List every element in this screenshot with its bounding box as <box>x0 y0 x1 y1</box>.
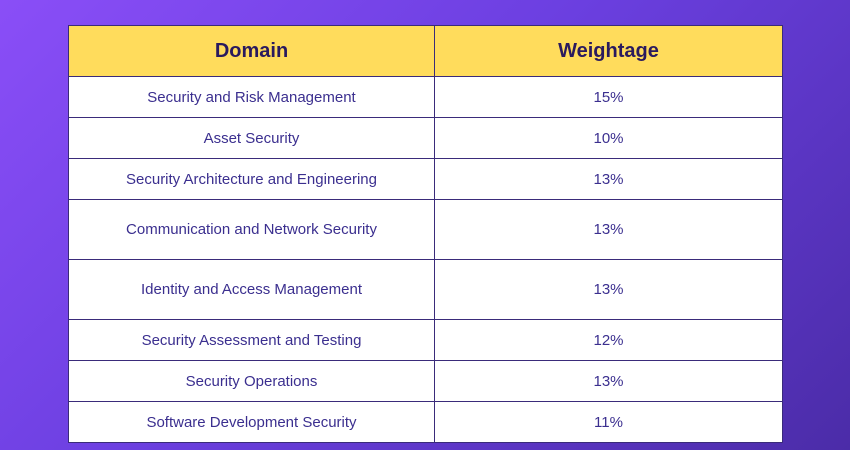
table-row: Security and Risk Management 15% <box>68 76 783 118</box>
weightage-cell: 11% <box>434 401 783 443</box>
domain-weightage-table-container: Domain Weightage Security and Risk Manag… <box>68 25 783 443</box>
table-row: Security Assessment and Testing 12% <box>68 319 783 361</box>
weightage-cell: 13% <box>434 199 783 260</box>
domain-cell: Software Development Security <box>68 401 435 443</box>
domain-cell: Security Operations <box>68 360 435 402</box>
domain-cell: Asset Security <box>68 117 435 159</box>
header-domain: Domain <box>68 25 435 77</box>
table-row: Software Development Security 11% <box>68 401 783 443</box>
table-row: Asset Security 10% <box>68 117 783 159</box>
domain-cell: Communication and Network Security <box>68 199 435 260</box>
domain-cell: Security Architecture and Engineering <box>68 158 435 200</box>
weightage-cell: 15% <box>434 76 783 118</box>
table-row: Identity and Access Management 13% <box>68 259 783 320</box>
table-row: Communication and Network Security 13% <box>68 199 783 260</box>
header-weightage: Weightage <box>434 25 783 77</box>
domain-cell: Security and Risk Management <box>68 76 435 118</box>
weightage-cell: 12% <box>434 319 783 361</box>
domain-weightage-table: Domain Weightage Security and Risk Manag… <box>68 25 783 443</box>
weightage-cell: 13% <box>434 360 783 402</box>
weightage-cell: 13% <box>434 259 783 320</box>
table-header-row: Domain Weightage <box>68 25 783 77</box>
weightage-cell: 10% <box>434 117 783 159</box>
table-row: Security Architecture and Engineering 13… <box>68 158 783 200</box>
domain-cell: Security Assessment and Testing <box>68 319 435 361</box>
table-row: Security Operations 13% <box>68 360 783 402</box>
weightage-cell: 13% <box>434 158 783 200</box>
domain-cell: Identity and Access Management <box>68 259 435 320</box>
